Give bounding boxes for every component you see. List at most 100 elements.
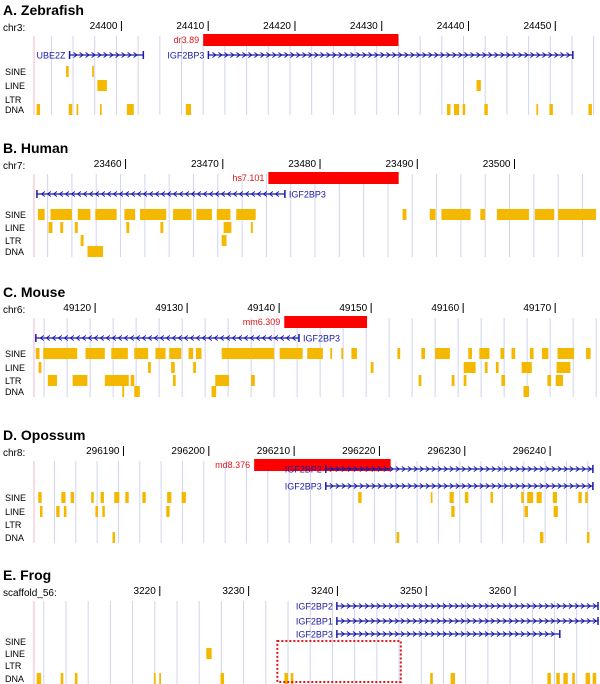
repeat-ltr-block bbox=[451, 375, 455, 386]
repeat-sine-block bbox=[195, 348, 202, 359]
strand-arrow bbox=[508, 631, 514, 637]
strand-arrow bbox=[130, 191, 136, 197]
repeat-sine-block bbox=[402, 209, 407, 220]
repeat-line-block bbox=[148, 362, 151, 373]
repeat-sine-block bbox=[92, 66, 94, 77]
repeat-line-block bbox=[521, 362, 532, 373]
strand-arrow bbox=[434, 52, 439, 58]
repeat-sine-block bbox=[511, 348, 516, 359]
strand-arrow bbox=[460, 631, 466, 637]
strand-arrow bbox=[461, 466, 467, 472]
repeat-dna-block bbox=[134, 386, 140, 397]
strand-arrow bbox=[419, 483, 425, 489]
strand-arrow bbox=[133, 52, 138, 58]
gene-igf2bp3: IGF2BP3 bbox=[167, 51, 574, 61]
strand-arrow bbox=[446, 52, 451, 58]
repeat-sine-block bbox=[236, 209, 256, 220]
strand-arrow bbox=[503, 483, 509, 489]
strand-arrow bbox=[148, 191, 154, 197]
repeat-sine-block bbox=[541, 348, 549, 359]
strand-arrow bbox=[514, 603, 520, 609]
strand-arrow bbox=[45, 335, 51, 341]
strand-arrow bbox=[514, 631, 520, 637]
repeat-sine-block bbox=[500, 348, 505, 359]
strand-arrow bbox=[532, 618, 538, 624]
strand-arrow bbox=[538, 631, 544, 637]
strand-arrow bbox=[383, 483, 389, 489]
repeat-line-block bbox=[250, 222, 253, 233]
track-label-line: LINE bbox=[5, 649, 25, 659]
coordinate-tick-label: 3240 bbox=[311, 586, 334, 597]
repeat-dna-block bbox=[547, 673, 551, 684]
strand-arrow bbox=[344, 52, 349, 58]
strand-arrow bbox=[238, 191, 244, 197]
repeat-dna-block bbox=[185, 104, 192, 115]
repeat-sine-block bbox=[142, 492, 146, 503]
repeat-sine-block bbox=[38, 492, 42, 503]
strand-arrow bbox=[442, 631, 448, 637]
strand-arrow bbox=[539, 466, 545, 472]
strand-arrow bbox=[85, 52, 90, 58]
gene-label: IGF2BP3 bbox=[285, 482, 322, 492]
strand-arrow bbox=[557, 466, 563, 472]
strand-arrow bbox=[340, 603, 346, 609]
strand-arrow bbox=[412, 618, 418, 624]
repeat-dna-block bbox=[211, 386, 217, 397]
strand-arrow bbox=[521, 466, 527, 472]
strand-arrow bbox=[550, 631, 556, 637]
strand-arrow bbox=[470, 52, 475, 58]
strand-arrow bbox=[500, 52, 505, 58]
repeat-line-block bbox=[56, 506, 60, 517]
strand-arrow bbox=[538, 603, 544, 609]
strand-arrow bbox=[443, 483, 449, 489]
strand-arrow bbox=[586, 618, 592, 624]
strand-arrow bbox=[218, 52, 223, 58]
repeat-sine-block bbox=[188, 348, 194, 359]
coordinate-tick-label: 49130 bbox=[155, 303, 183, 314]
strand-arrow bbox=[551, 483, 557, 489]
strand-arrow bbox=[401, 466, 407, 472]
repeat-sine-block bbox=[351, 348, 357, 359]
strand-arrow bbox=[482, 52, 487, 58]
strand-arrow bbox=[359, 483, 365, 489]
strand-arrow bbox=[527, 466, 533, 472]
strand-arrow bbox=[208, 191, 214, 197]
strand-arrow bbox=[97, 52, 102, 58]
strand-arrow bbox=[532, 603, 538, 609]
strand-arrow bbox=[388, 603, 394, 609]
strand-arrow bbox=[388, 631, 394, 637]
strand-arrow bbox=[249, 335, 255, 341]
coordinate-tick-label: 23460 bbox=[94, 159, 122, 170]
strand-arrow bbox=[352, 618, 358, 624]
panel-title: A. Zebrafish bbox=[3, 2, 84, 18]
strand-arrow bbox=[449, 483, 455, 489]
strand-arrow bbox=[526, 603, 532, 609]
strand-arrow bbox=[412, 603, 418, 609]
strand-arrow bbox=[73, 52, 78, 58]
repeat-sine-block bbox=[552, 492, 558, 503]
strand-arrow bbox=[284, 52, 289, 58]
track-label-dna: DNA bbox=[5, 247, 24, 257]
strand-arrow bbox=[473, 483, 479, 489]
strand-arrow bbox=[448, 618, 454, 624]
strand-arrow bbox=[112, 191, 118, 197]
coordinate-tick-label: 23470 bbox=[191, 159, 219, 170]
repeat-ltr-block bbox=[130, 375, 135, 386]
strand-arrow bbox=[431, 483, 437, 489]
strand-arrow bbox=[406, 603, 412, 609]
strand-arrow bbox=[274, 191, 280, 197]
strand-arrow bbox=[430, 603, 436, 609]
repeat-sine-block bbox=[111, 348, 128, 359]
strand-arrow bbox=[467, 483, 473, 489]
strand-arrow bbox=[587, 483, 593, 489]
strand-arrow bbox=[491, 466, 497, 472]
repeat-dna-block bbox=[36, 104, 41, 115]
repeat-line-block bbox=[171, 362, 175, 373]
strand-arrow bbox=[478, 631, 484, 637]
strand-arrow bbox=[538, 618, 544, 624]
repeat-dna-block bbox=[36, 673, 42, 684]
strand-arrow bbox=[520, 603, 526, 609]
strand-arrow bbox=[418, 631, 424, 637]
strand-arrow bbox=[332, 52, 337, 58]
strand-arrow bbox=[232, 191, 238, 197]
